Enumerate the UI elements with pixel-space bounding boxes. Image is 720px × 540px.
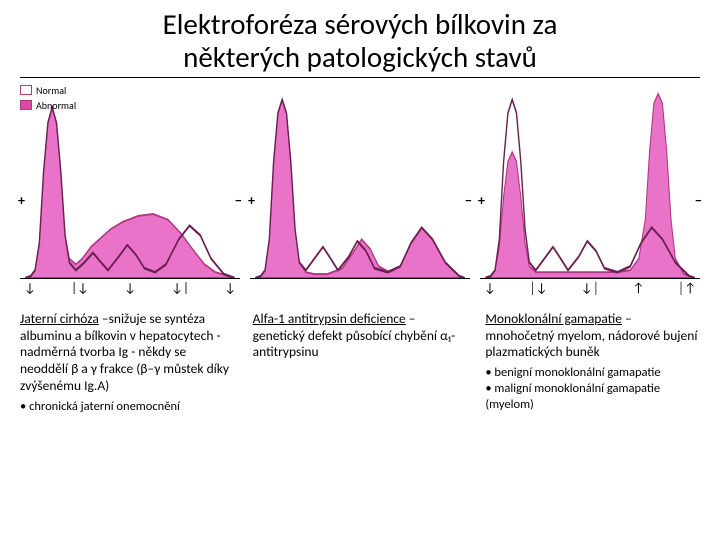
chart-2 [250,84,470,279]
panel-gammopathy: + − ↓ │↓ ↓│ ↑ │↑ [480,84,700,301]
chart3-marks: ↓ │↓ ↓│ ↑ │↑ [480,279,700,301]
col-aat: Alfa-1 antitrypsin deficience – genetick… [253,311,468,415]
description-columns: Jaterní cirhóza –snižuje se syntéza albu… [20,311,700,415]
col3-bullet-1: benigní monoklonální gamapatie [485,365,700,381]
chart2-abnormal-fill [255,99,464,277]
col2-head: Alfa-1 antitrypsin deficience [253,310,406,327]
legend-label-abnormal: Abnormal [36,99,76,112]
col3-bullets: benigní monoklonální gamapatie maligní m… [485,365,700,412]
col1-bullets: chronická jaterní onemocnění [20,399,235,415]
title-line2: některých patologických stavů [183,39,537,75]
col-gammopathy: Monoklonální gamapatie – mnohočetný myel… [485,311,700,415]
legend-swatch-normal [20,85,32,95]
slide-title: Elektroforéza sérových bílkovin za někte… [20,8,700,78]
panel-aat: + − [250,84,470,301]
chart-3 [480,84,700,279]
col3-head: Monoklonální gamapatie [485,310,622,327]
col1-head: Jaterní cirhóza [20,310,99,327]
col-cirrhosis: Jaterní cirhóza –snižuje se syntéza albu… [20,311,235,415]
col3-bullet-2: maligní monoklonální gamapatie (myelom) [485,381,700,412]
col1-bullet-1: chronická jaterní onemocnění [20,399,235,415]
title-line1: Elektroforéza sérových bílkovin za [163,6,558,42]
legend-label-normal: Normal [36,84,66,97]
legend: Normal Abnormal [20,84,76,114]
chart-panels: Normal Abnormal + − ↓ |↓ ↓ ↓| ↓ + − [20,84,700,301]
panel-cirrhosis: Normal Abnormal + − ↓ |↓ ↓ ↓| ↓ [20,84,240,301]
chart2-marks [250,279,470,301]
chart1-marks: ↓ |↓ ↓ ↓| ↓ [20,279,240,301]
legend-swatch-abnormal [20,100,32,110]
